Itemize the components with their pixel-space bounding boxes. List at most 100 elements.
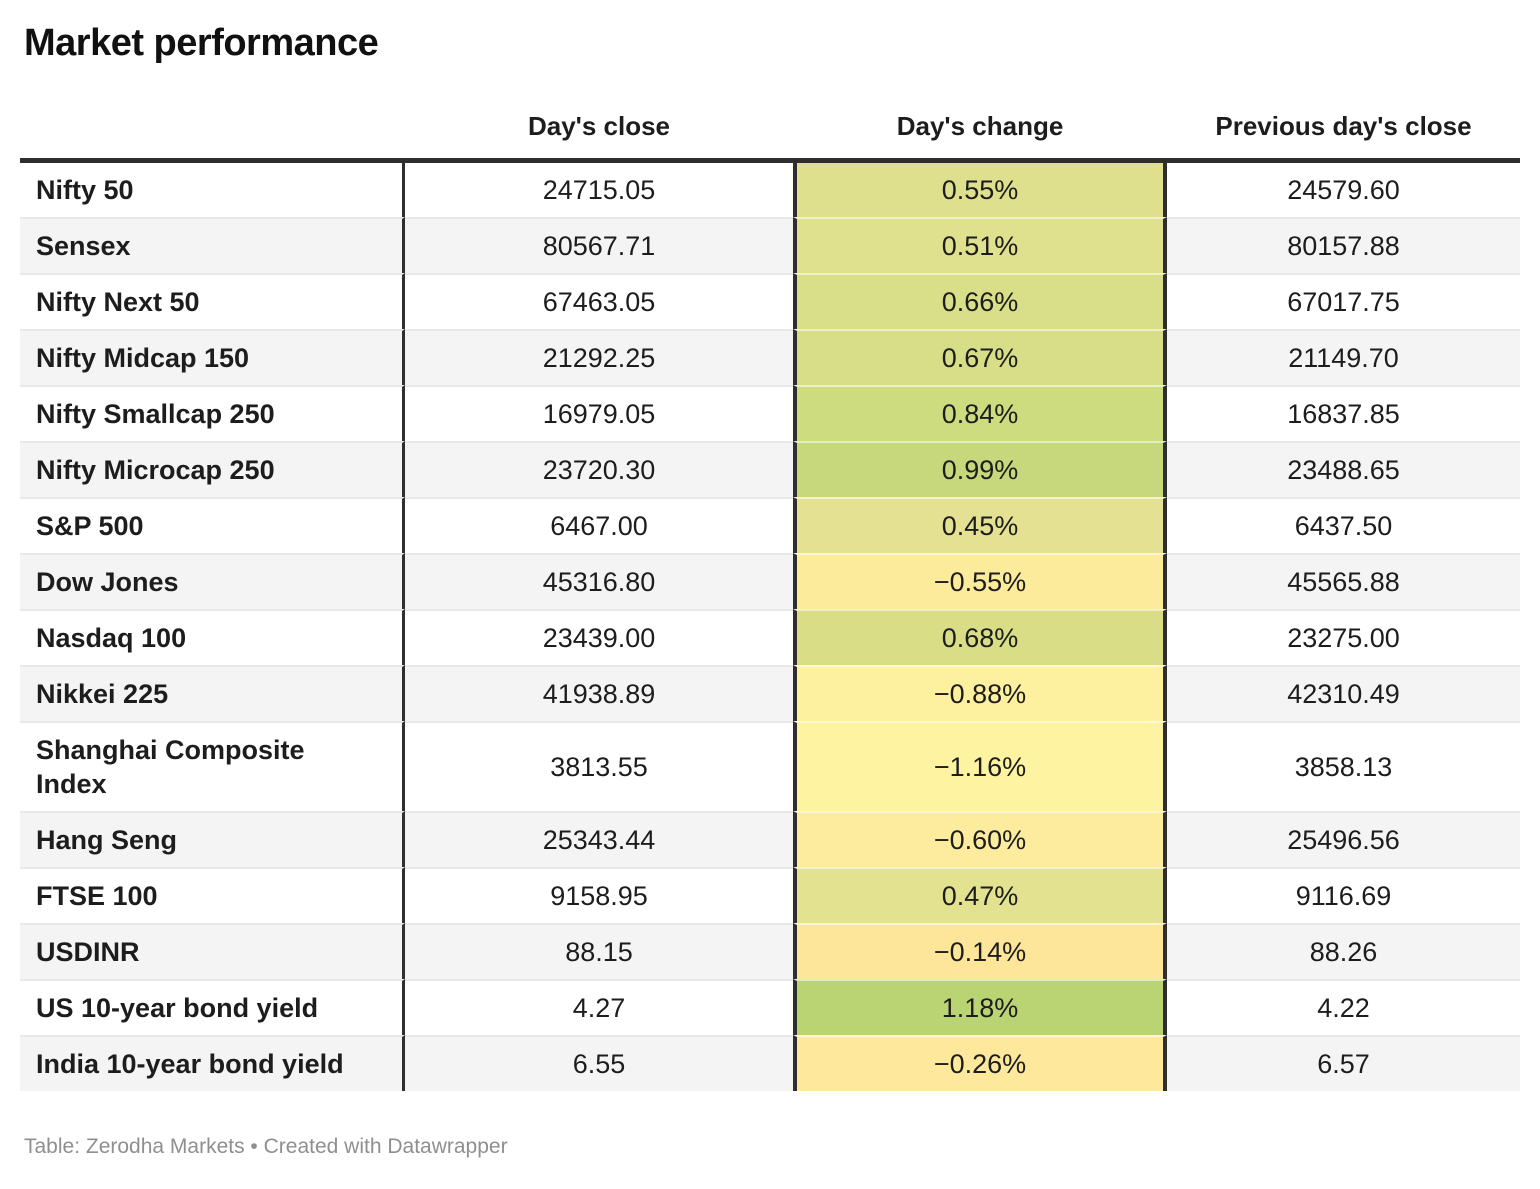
- row-label-text: USDINR: [36, 937, 140, 967]
- previous-days-close-value: 45565.88: [1167, 553, 1520, 609]
- previous-days-close-value: 24579.60: [1287, 175, 1400, 205]
- days-change-cell: −0.60%: [793, 811, 1167, 867]
- days-close-value: 21292.25: [405, 329, 793, 385]
- row-label-text: Nasdaq 100: [36, 623, 187, 653]
- row-label-text: Nifty Smallcap 250: [36, 399, 275, 429]
- table-header: Day's close Day's change Previous day's …: [20, 65, 1520, 163]
- days-change-cell: −0.14%: [793, 923, 1167, 979]
- days-close-value: 25343.44: [405, 811, 793, 867]
- previous-days-close-value: 23488.65: [1167, 441, 1520, 497]
- days-change-cell: 0.66%: [793, 273, 1167, 329]
- page-title: Market performance: [24, 22, 379, 64]
- table-row: S&P 500 6467.00 0.45% 6437.50: [20, 497, 1520, 553]
- days-close-value: 67463.05: [405, 273, 793, 329]
- header-previous-days-close: Previous day's close: [1167, 65, 1520, 163]
- previous-days-close-value: 16837.85: [1167, 385, 1520, 441]
- row-label: FTSE 100: [20, 867, 405, 923]
- table-row: Nifty 50 24715.05 0.55% 24579.60: [20, 163, 1520, 217]
- days-change-cell: −0.55%: [793, 553, 1167, 609]
- row-label-text: Sensex: [36, 231, 131, 261]
- previous-days-close-value: 3858.13: [1167, 721, 1520, 811]
- table-row: US 10-year bond yield 4.27 1.18% 4.22: [20, 979, 1520, 1035]
- row-label: Sensex: [20, 217, 405, 273]
- days-change-cell: −0.26%: [793, 1035, 1167, 1091]
- market-performance-table: Day's close Day's change Previous day's …: [20, 65, 1520, 1091]
- row-label: Nikkei 225: [20, 665, 405, 721]
- days-close-value: 24715.05: [542, 175, 656, 205]
- previous-days-close-value: 80157.88: [1167, 217, 1520, 273]
- days-close-value: 16979.05: [405, 385, 793, 441]
- previous-days-close-value: 23275.00: [1167, 609, 1520, 665]
- days-close-value: 80567.71: [405, 217, 793, 273]
- row-label-text: Nifty Next 50: [36, 287, 200, 317]
- previous-days-close-value: 88.26: [1167, 923, 1520, 979]
- days-change-cell: 0.47%: [793, 867, 1167, 923]
- days-close-value: 6.55: [405, 1035, 793, 1091]
- table-body: Nifty 50 24715.05 0.55% 24579.60 Sensex 80567…: [20, 163, 1520, 1091]
- table-row: FTSE 100 9158.95 0.47% 9116.69: [20, 867, 1520, 923]
- table-row: Nikkei 225 41938.89 −0.88% 42310.49: [20, 665, 1520, 721]
- previous-days-close-value: 9116.69: [1167, 867, 1520, 923]
- table-row: Hang Seng 25343.44 −0.60% 25496.56: [20, 811, 1520, 867]
- row-label-text: Dow Jones: [36, 567, 179, 597]
- days-change-cell: −0.88%: [793, 665, 1167, 721]
- days-close-value: 88.15: [405, 923, 793, 979]
- row-label: US 10-year bond yield: [20, 979, 405, 1035]
- days-change-cell: 0.55%: [793, 163, 1167, 217]
- header-days-close: Day's close: [405, 65, 793, 163]
- row-label: India 10-year bond yield: [20, 1035, 405, 1091]
- previous-days-close-value: 67017.75: [1167, 273, 1520, 329]
- row-label-text: Nifty Midcap 150: [36, 343, 250, 373]
- days-change-cell: 0.45%: [793, 497, 1167, 553]
- row-label: Nasdaq 100: [20, 609, 405, 665]
- row-label-text: S&P 500: [36, 511, 144, 541]
- table-row: Nifty Midcap 150 21292.25 0.67% 21149.70: [20, 329, 1520, 385]
- row-label: Nifty Next 50: [20, 273, 405, 329]
- table-row: Dow Jones 45316.80 −0.55% 45565.88: [20, 553, 1520, 609]
- days-close-value: 41938.89: [405, 665, 793, 721]
- row-label: Dow Jones: [20, 553, 405, 609]
- row-label-text: Nifty 50: [36, 175, 134, 205]
- row-label: USDINR: [20, 923, 405, 979]
- days-change-cell: 0.51%: [793, 217, 1167, 273]
- row-label: Hang Seng: [20, 811, 405, 867]
- header-days-change: Day's change: [793, 65, 1167, 163]
- days-change-cell: −1.16%: [793, 721, 1167, 811]
- days-change-cell: 0.68%: [793, 609, 1167, 665]
- days-close-value: 3813.55: [405, 721, 793, 811]
- row-label: Nifty Microcap 250: [20, 441, 405, 497]
- table-row: Nifty Smallcap 250 16979.05 0.84% 16837.85: [20, 385, 1520, 441]
- days-close-value: 4.27: [405, 979, 793, 1035]
- table-row: USDINR 88.15 −0.14% 88.26: [20, 923, 1520, 979]
- days-change-cell: 0.99%: [793, 441, 1167, 497]
- header-row: Day's close Day's change Previous day's …: [20, 65, 1520, 163]
- days-close-value: 45316.80: [405, 553, 793, 609]
- days-change-cell: 1.18%: [793, 979, 1167, 1035]
- days-change-cell: 0.67%: [793, 329, 1167, 385]
- row-label-text: Shanghai Composite Index: [36, 735, 305, 799]
- table-row: Shanghai Composite Index 3813.55 −1.16% 385…: [20, 721, 1520, 811]
- row-label-text: FTSE 100: [36, 881, 158, 911]
- row-label: S&P 500: [20, 497, 405, 553]
- table-row: Nifty Microcap 250 23720.30 0.99% 23488.65: [20, 441, 1520, 497]
- previous-days-close-value: 21149.70: [1167, 329, 1520, 385]
- previous-days-close-value: 42310.49: [1167, 665, 1520, 721]
- row-label: Nifty Midcap 150: [20, 329, 405, 385]
- header-blank-cell: [20, 65, 405, 163]
- previous-days-close-value: 4.22: [1167, 979, 1520, 1035]
- row-label-text: Hang Seng: [36, 825, 178, 855]
- days-close-value: 6467.00: [405, 497, 793, 553]
- table-footer: Table: Zerodha Markets • Created with Da…: [24, 1135, 508, 1158]
- days-close-value: 23439.00: [405, 609, 793, 665]
- table-row: India 10-year bond yield 6.55 −0.26% 6.57: [20, 1035, 1520, 1091]
- row-label-text: Nikkei 225: [36, 679, 169, 709]
- days-change-cell: 0.84%: [793, 385, 1167, 441]
- row-label: Nifty Smallcap 250: [20, 385, 405, 441]
- table-row: Nasdaq 100 23439.00 0.68% 23275.00: [20, 609, 1520, 665]
- days-close-value: 23720.30: [405, 441, 793, 497]
- table-row: Sensex 80567.71 0.51% 80157.88: [20, 217, 1520, 273]
- row-label: Shanghai Composite Index: [20, 721, 405, 811]
- previous-days-close-value: 6.57: [1167, 1035, 1520, 1091]
- previous-days-close-value: 25496.56: [1167, 811, 1520, 867]
